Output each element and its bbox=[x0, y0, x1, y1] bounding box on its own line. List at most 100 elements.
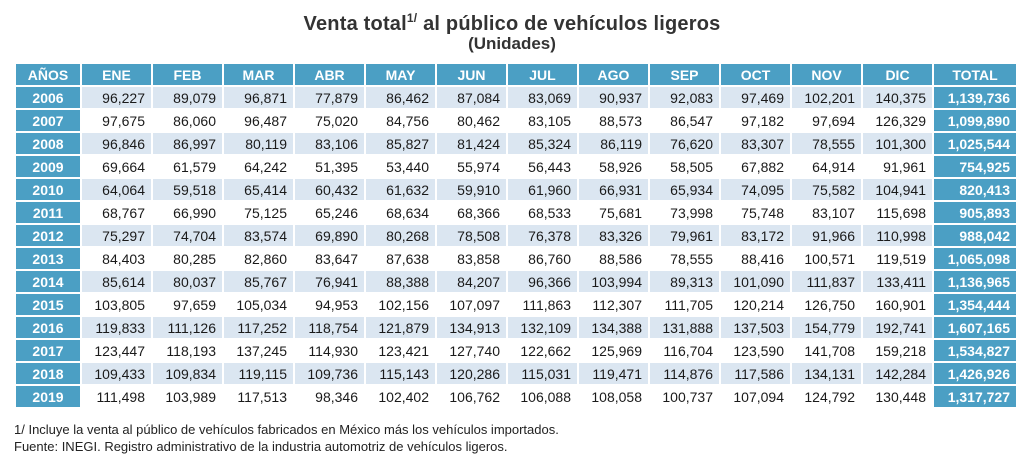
total-cell: 754,925 bbox=[934, 156, 1016, 177]
year-cell: 2019 bbox=[16, 386, 80, 407]
header-month: AGO bbox=[579, 64, 648, 85]
footnotes: 1/ Incluye la venta al público de vehícu… bbox=[14, 421, 559, 455]
month-value-cell: 100,571 bbox=[792, 248, 861, 269]
month-value-cell: 84,756 bbox=[366, 110, 435, 131]
month-value-cell: 134,913 bbox=[437, 317, 506, 338]
year-cell: 2017 bbox=[16, 340, 80, 361]
month-value-cell: 83,107 bbox=[792, 202, 861, 223]
table-row: 2013 84,403 80,285 82,860 83,647 87,638 83,858… bbox=[16, 248, 1016, 269]
month-value-cell: 97,469 bbox=[721, 87, 790, 108]
year-cell: 2018 bbox=[16, 363, 80, 384]
year-cell: 2013 bbox=[16, 248, 80, 269]
year-cell: 2010 bbox=[16, 179, 80, 200]
month-value-cell: 106,762 bbox=[437, 386, 506, 407]
total-cell: 1,025,544 bbox=[934, 133, 1016, 154]
month-value-cell: 65,414 bbox=[224, 179, 293, 200]
month-value-cell: 85,767 bbox=[224, 271, 293, 292]
month-value-cell: 97,182 bbox=[721, 110, 790, 131]
page-subtitle: (Unidades) bbox=[468, 34, 556, 53]
month-value-cell: 119,471 bbox=[579, 363, 648, 384]
month-value-cell: 75,020 bbox=[295, 110, 364, 131]
month-value-cell: 108,058 bbox=[579, 386, 648, 407]
total-cell: 988,042 bbox=[934, 225, 1016, 246]
month-value-cell: 94,953 bbox=[295, 294, 364, 315]
month-value-cell: 96,227 bbox=[82, 87, 151, 108]
month-value-cell: 61,960 bbox=[508, 179, 577, 200]
month-value-cell: 100,737 bbox=[650, 386, 719, 407]
month-value-cell: 105,034 bbox=[224, 294, 293, 315]
month-value-cell: 68,767 bbox=[82, 202, 151, 223]
month-value-cell: 75,582 bbox=[792, 179, 861, 200]
month-value-cell: 140,375 bbox=[863, 87, 932, 108]
month-value-cell: 84,403 bbox=[82, 248, 151, 269]
month-value-cell: 102,201 bbox=[792, 87, 861, 108]
month-value-cell: 107,097 bbox=[437, 294, 506, 315]
month-value-cell: 74,704 bbox=[153, 225, 222, 246]
month-value-cell: 77,879 bbox=[295, 87, 364, 108]
month-value-cell: 160,901 bbox=[863, 294, 932, 315]
month-value-cell: 83,106 bbox=[295, 133, 364, 154]
month-value-cell: 61,632 bbox=[366, 179, 435, 200]
month-value-cell: 111,863 bbox=[508, 294, 577, 315]
month-value-cell: 86,760 bbox=[508, 248, 577, 269]
month-value-cell: 91,966 bbox=[792, 225, 861, 246]
table-row: 2008 96,846 86,997 80,119 83,106 85,827 81,424… bbox=[16, 133, 1016, 154]
month-value-cell: 101,300 bbox=[863, 133, 932, 154]
month-value-cell: 114,930 bbox=[295, 340, 364, 361]
month-value-cell: 78,555 bbox=[650, 248, 719, 269]
month-value-cell: 104,941 bbox=[863, 179, 932, 200]
month-value-cell: 96,846 bbox=[82, 133, 151, 154]
month-value-cell: 133,411 bbox=[863, 271, 932, 292]
month-value-cell: 117,513 bbox=[224, 386, 293, 407]
month-value-cell: 75,125 bbox=[224, 202, 293, 223]
year-cell: 2012 bbox=[16, 225, 80, 246]
month-value-cell: 89,079 bbox=[153, 87, 222, 108]
month-value-cell: 68,366 bbox=[437, 202, 506, 223]
month-value-cell: 102,402 bbox=[366, 386, 435, 407]
month-value-cell: 65,934 bbox=[650, 179, 719, 200]
month-value-cell: 83,326 bbox=[579, 225, 648, 246]
month-value-cell: 101,090 bbox=[721, 271, 790, 292]
month-value-cell: 119,833 bbox=[82, 317, 151, 338]
table-row: 2012 75,297 74,704 83,574 69,890 80,268 78,508… bbox=[16, 225, 1016, 246]
month-value-cell: 90,937 bbox=[579, 87, 648, 108]
month-value-cell: 88,586 bbox=[579, 248, 648, 269]
month-value-cell: 103,994 bbox=[579, 271, 648, 292]
month-value-cell: 111,126 bbox=[153, 317, 222, 338]
month-value-cell: 141,708 bbox=[792, 340, 861, 361]
month-value-cell: 126,329 bbox=[863, 110, 932, 131]
table-row: 2015 103,805 97,659 105,034 94,953 102,156 107… bbox=[16, 294, 1016, 315]
month-value-cell: 111,498 bbox=[82, 386, 151, 407]
month-value-cell: 123,447 bbox=[82, 340, 151, 361]
total-cell: 1,426,926 bbox=[934, 363, 1016, 384]
month-value-cell: 59,518 bbox=[153, 179, 222, 200]
month-value-cell: 126,750 bbox=[792, 294, 861, 315]
month-value-cell: 86,547 bbox=[650, 110, 719, 131]
month-value-cell: 56,443 bbox=[508, 156, 577, 177]
month-value-cell: 87,084 bbox=[437, 87, 506, 108]
month-value-cell: 137,245 bbox=[224, 340, 293, 361]
table-row: 2010 64,064 59,518 65,414 60,432 61,632 59,910… bbox=[16, 179, 1016, 200]
month-value-cell: 86,119 bbox=[579, 133, 648, 154]
month-value-cell: 116,704 bbox=[650, 340, 719, 361]
total-cell: 1,139,736 bbox=[934, 87, 1016, 108]
total-cell: 905,893 bbox=[934, 202, 1016, 223]
month-value-cell: 117,252 bbox=[224, 317, 293, 338]
month-value-cell: 96,487 bbox=[224, 110, 293, 131]
month-value-cell: 124,792 bbox=[792, 386, 861, 407]
month-value-cell: 80,462 bbox=[437, 110, 506, 131]
total-cell: 1,099,890 bbox=[934, 110, 1016, 131]
total-cell: 1,534,827 bbox=[934, 340, 1016, 361]
month-value-cell: 102,156 bbox=[366, 294, 435, 315]
header-row: AÑOS ENE FEB MAR ABR MAY JUN JUL AGO SEP OCT NOV DIC… bbox=[16, 64, 1016, 85]
table-row: 2019 111,498 103,989 117,513 98,346 102,402 10… bbox=[16, 386, 1016, 407]
month-value-cell: 76,378 bbox=[508, 225, 577, 246]
month-value-cell: 84,207 bbox=[437, 271, 506, 292]
month-value-cell: 83,647 bbox=[295, 248, 364, 269]
month-value-cell: 89,313 bbox=[650, 271, 719, 292]
month-value-cell: 64,242 bbox=[224, 156, 293, 177]
month-value-cell: 78,508 bbox=[437, 225, 506, 246]
header-years: AÑOS bbox=[16, 64, 80, 85]
month-value-cell: 127,740 bbox=[437, 340, 506, 361]
month-value-cell: 83,105 bbox=[508, 110, 577, 131]
